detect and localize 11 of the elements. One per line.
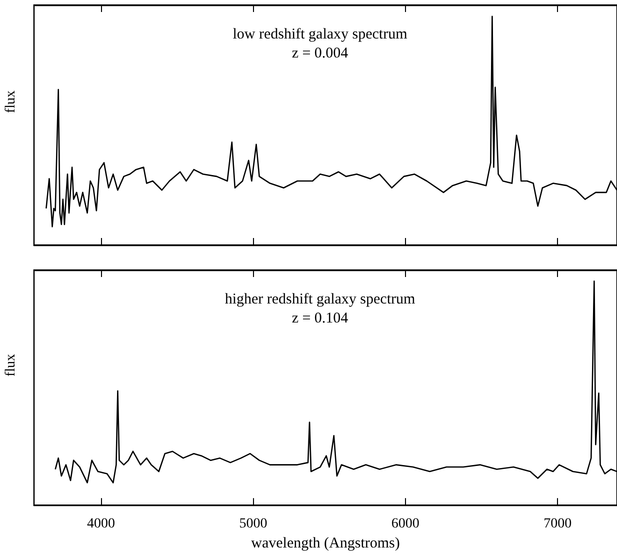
annotation: low redshift galaxy spectrum xyxy=(232,26,408,42)
y-axis-title: flux xyxy=(4,90,18,113)
y-axis-title: flux xyxy=(4,354,18,376)
x-axis-title: wavelength (Angstroms) xyxy=(251,536,400,552)
x-tick-label: 6000 xyxy=(391,516,420,532)
annotation: higher redshift galaxy spectrum xyxy=(224,292,416,308)
annotation: z = 0.004 xyxy=(292,46,349,62)
x-tick-label: 5000 xyxy=(239,516,268,532)
x-tick-label: 7000 xyxy=(544,516,572,532)
annotation: z = 0.104 xyxy=(292,310,349,326)
x-tick-label: 4000 xyxy=(86,516,115,532)
